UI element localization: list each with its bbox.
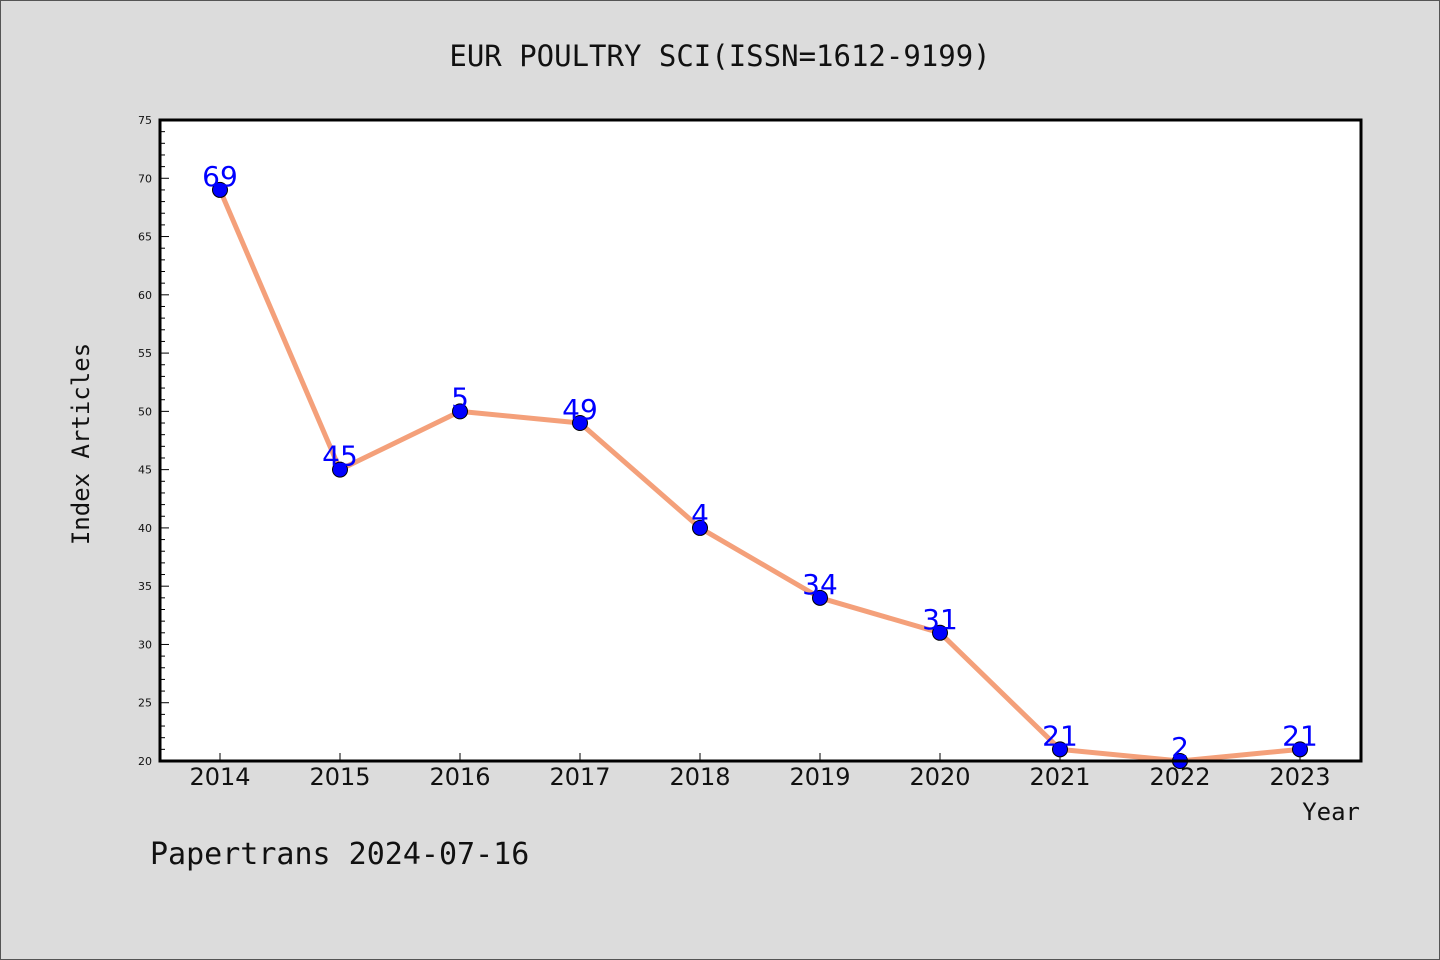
x-tick-label: 2016: [429, 763, 490, 791]
data-label: 49: [562, 393, 598, 426]
data-labels: 69 45 5 49 4 34 31 21 2 21: [202, 160, 1318, 764]
y-tick-label: 65: [138, 231, 152, 244]
x-axis-label: Year: [1302, 798, 1360, 826]
series-line: [217, 188, 1301, 764]
data-point: [1052, 741, 1068, 758]
x-tick-label: 2021: [1029, 763, 1090, 791]
x-tick-label: 2020: [909, 763, 970, 791]
y-tick-label: 75: [138, 114, 152, 127]
plot-border: [158, 118, 1363, 763]
data-label: 21: [1282, 719, 1318, 752]
y-tick-label: 40: [138, 522, 152, 535]
x-tick-label: 2023: [1269, 763, 1330, 791]
data-label: 69: [202, 160, 238, 193]
data-label: 31: [922, 603, 958, 636]
y-tick-label: 20: [138, 755, 152, 768]
data-point: [332, 461, 348, 478]
data-label: 21: [1042, 719, 1078, 752]
data-label: 4: [691, 498, 709, 531]
y-axis-label: Index Articles: [67, 343, 95, 545]
y-tick-label: 55: [138, 347, 152, 360]
data-point: [212, 181, 228, 198]
x-tick-label: 2019: [789, 763, 850, 791]
data-point: [1292, 741, 1308, 758]
x-tick-label: 2017: [549, 763, 610, 791]
x-tick-label: 2018: [669, 763, 730, 791]
data-point: [932, 624, 948, 641]
y-tick-label: 60: [138, 289, 152, 302]
y-tick-label: 25: [138, 697, 152, 710]
data-point: [452, 403, 468, 420]
data-point: [572, 415, 588, 432]
plot-area: [160, 120, 1361, 761]
x-axis: 2014 2015 2016 2017 2018 2019 2020 2021 2022 2023: [189, 753, 1331, 791]
x-tick-label: 2014: [189, 763, 250, 791]
data-label: 2: [1171, 731, 1189, 764]
data-point: [812, 589, 828, 606]
data-point: [692, 519, 708, 536]
y-tick-label: 45: [138, 464, 152, 477]
y-tick-label: 70: [138, 172, 152, 185]
y-tick-label: 35: [138, 580, 152, 593]
data-label: 34: [802, 568, 838, 601]
data-label: 5: [451, 381, 469, 414]
y-tick-label: 30: [138, 638, 152, 651]
x-tick-label: 2015: [309, 763, 370, 791]
data-label: 45: [322, 440, 358, 473]
chart-title: EUR POULTRY SCI(ISSN=1612-9199): [449, 39, 990, 73]
y-tick-label: 50: [138, 405, 152, 418]
footer-credit: Papertrans 2024-07-16: [150, 837, 529, 872]
